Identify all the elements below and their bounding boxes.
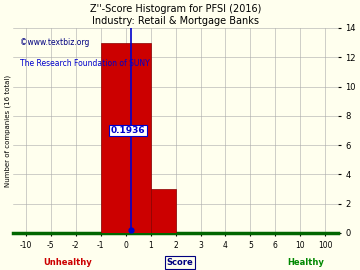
Text: Unhealthy: Unhealthy: [43, 258, 92, 267]
Bar: [101, 43, 150, 233]
Text: 0.1936: 0.1936: [111, 126, 145, 135]
Y-axis label: Number of companies (16 total): Number of companies (16 total): [4, 75, 11, 187]
Text: ©www.textbiz.org: ©www.textbiz.org: [20, 38, 89, 47]
Title: Z''-Score Histogram for PFSI (2016)
Industry: Retail & Mortgage Banks: Z''-Score Histogram for PFSI (2016) Indu…: [90, 4, 261, 26]
Text: Score: Score: [167, 258, 193, 267]
Text: The Research Foundation of SUNY: The Research Foundation of SUNY: [20, 59, 150, 68]
Bar: [150, 189, 176, 233]
Text: Healthy: Healthy: [287, 258, 324, 267]
